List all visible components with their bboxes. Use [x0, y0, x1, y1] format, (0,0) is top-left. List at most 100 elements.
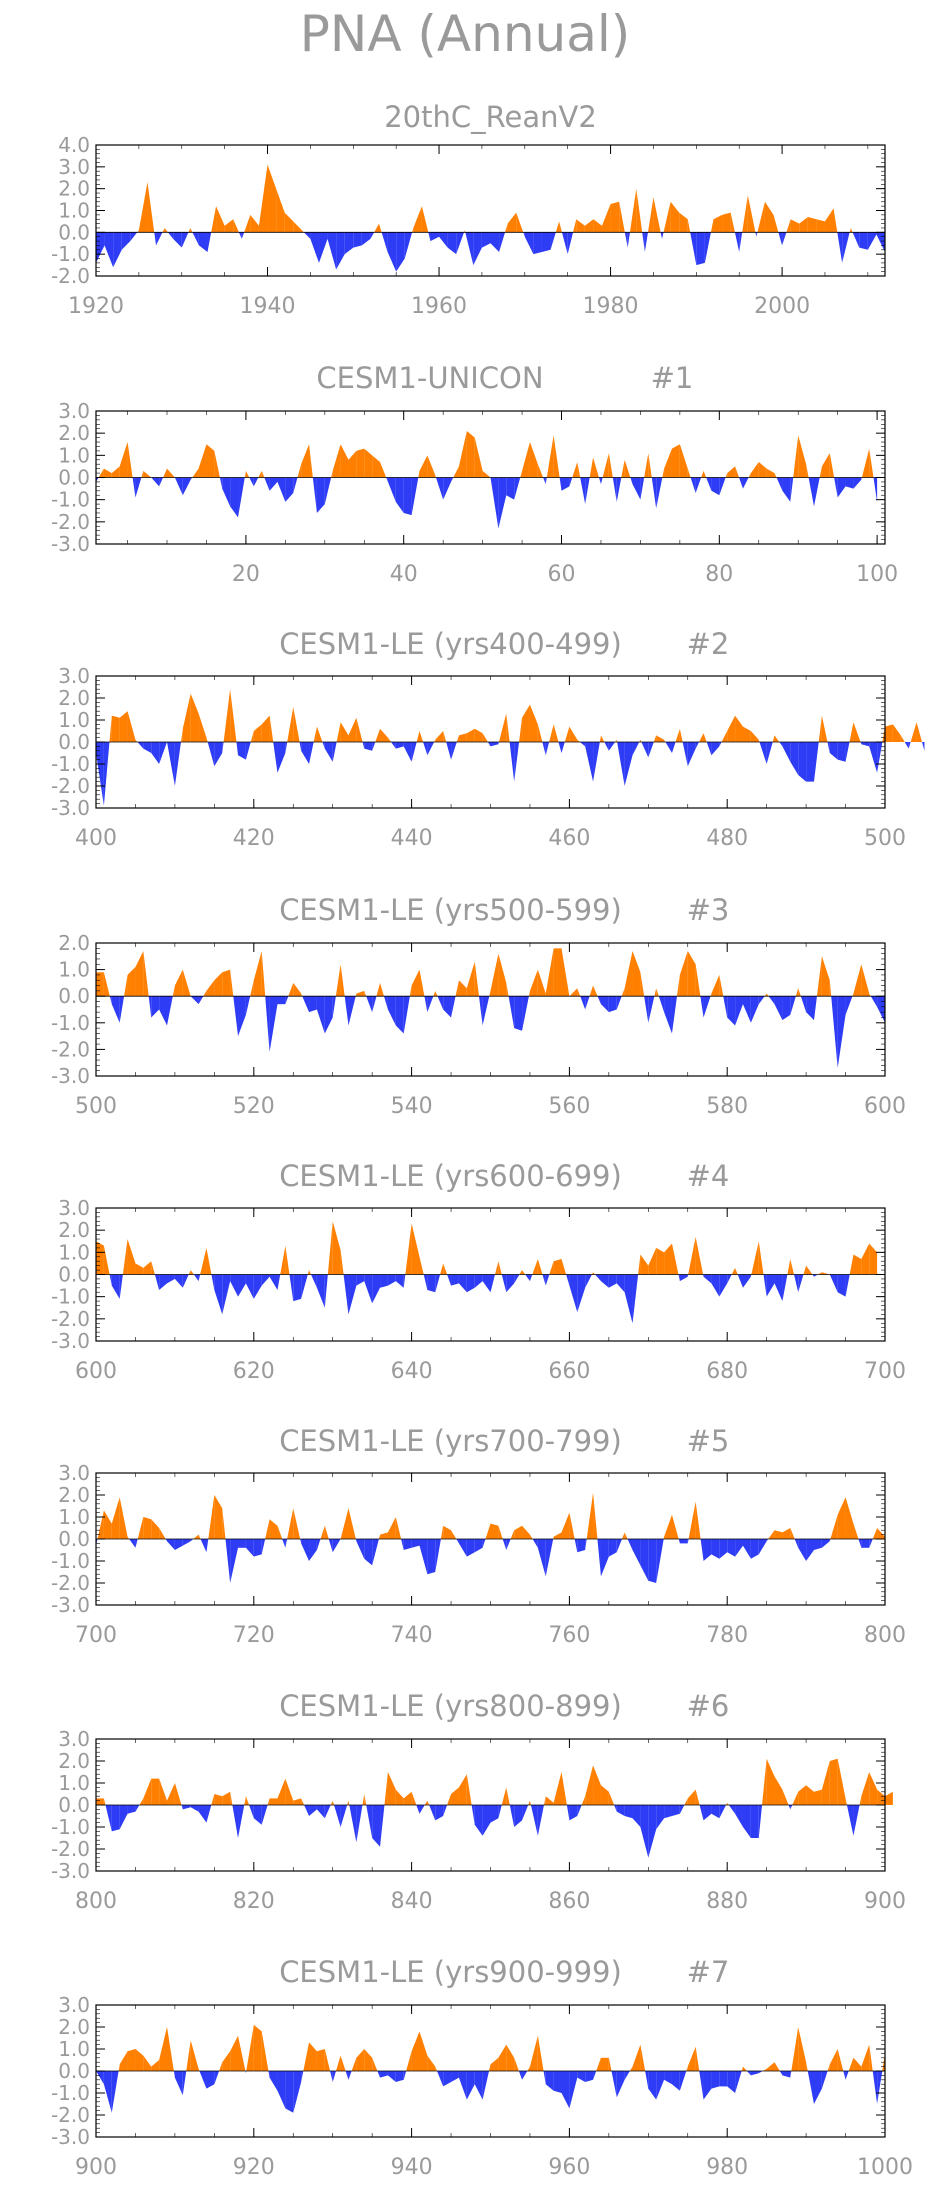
area-segment — [553, 2071, 562, 2093]
area-segment — [214, 2071, 220, 2085]
area-segment — [703, 1274, 712, 1284]
area-segment — [800, 996, 807, 1013]
area-segment — [624, 1805, 633, 1819]
x-tick-label: 480 — [706, 826, 748, 851]
area-segment — [616, 1539, 622, 1553]
area-segment — [703, 996, 711, 1018]
area-segment — [165, 1539, 168, 1542]
area-segment — [340, 1250, 344, 1275]
y-tick-label: 2.0 — [58, 2015, 90, 2039]
panel-2: CESM1-LE (yrs400-499) #2 -3.0-2.0-1.00.01.… — [51, 627, 925, 851]
area-segment — [181, 1805, 183, 1810]
area-segment — [289, 1274, 294, 1302]
area-segment — [230, 1274, 239, 1297]
area-segment — [348, 2071, 352, 2080]
area-segment — [790, 742, 799, 775]
area-segment — [395, 742, 404, 749]
area-segment — [332, 2071, 336, 2082]
area-segment — [644, 996, 649, 1023]
area-segment — [600, 1785, 609, 1805]
area-segment — [349, 1805, 357, 1843]
area-segment — [135, 1805, 140, 1812]
area-segment — [687, 950, 696, 997]
area-segment — [182, 477, 191, 496]
area-segment — [612, 477, 617, 502]
area-segment — [798, 742, 807, 782]
area-segment — [600, 1539, 609, 1577]
area-segment — [301, 1798, 305, 1805]
area-segment — [164, 227, 169, 233]
area-segment — [509, 742, 515, 782]
area-segment — [419, 969, 425, 997]
area-segment — [624, 459, 631, 478]
area-segment — [529, 969, 538, 997]
area-segment — [103, 2071, 112, 2113]
area-segment — [525, 1274, 530, 1282]
area-segment — [695, 2046, 700, 2071]
area-segment — [447, 1274, 452, 1286]
area-segment — [151, 477, 160, 487]
area-segment — [269, 996, 278, 1053]
area-segment — [727, 996, 736, 1026]
x-tick-label: 820 — [233, 1889, 275, 1914]
x-tick-label: 100 — [856, 562, 898, 587]
area-segment — [122, 1239, 128, 1275]
area-segment — [600, 996, 609, 1013]
area-segment — [250, 731, 254, 742]
area-segment — [514, 477, 521, 500]
area-segment — [490, 2057, 499, 2071]
area-segment — [704, 232, 711, 263]
area-segment — [640, 739, 642, 742]
area-segment — [710, 993, 712, 997]
area-segment — [96, 1798, 104, 1805]
area-segment — [703, 1539, 712, 1561]
panel-title: CESM1-LE (yrs400-499) — [279, 627, 622, 661]
area-segment — [827, 742, 830, 753]
area-segment — [465, 232, 474, 266]
area-segment — [589, 985, 594, 997]
area-segment — [679, 1539, 688, 1544]
area-segment — [845, 1274, 850, 1297]
area-segment — [362, 1794, 365, 1805]
area-segment — [611, 2071, 617, 2098]
area-segment — [624, 742, 633, 786]
area-segment — [837, 742, 846, 762]
area-segment — [509, 1805, 515, 1827]
area-segment — [303, 2042, 310, 2071]
area-segment — [569, 1512, 575, 1539]
area-segment — [872, 1528, 878, 1539]
area-segment — [222, 969, 231, 997]
area-segment — [403, 1274, 406, 1288]
area-segment — [529, 704, 538, 742]
area-segment — [238, 1805, 245, 1838]
x-tick-label: 680 — [706, 1359, 748, 1384]
area-segment — [353, 232, 362, 248]
area-segment — [719, 974, 724, 997]
area-segment — [403, 996, 410, 1034]
area-segment — [356, 990, 365, 997]
area-segment — [837, 2049, 844, 2071]
area-segment — [466, 961, 475, 997]
panel-0: 20thC_ReanV2 -2.0-1.00.01.02.03.04.0 1920 1… — [51, 100, 886, 319]
area-segment — [699, 733, 704, 742]
x-tick-label: 2000 — [754, 294, 810, 319]
area-segment — [458, 1774, 467, 1805]
area-segment — [451, 477, 454, 482]
area-segment — [328, 1539, 333, 1553]
area-segment — [96, 2071, 104, 2085]
area-segment — [849, 227, 851, 233]
area-segment — [853, 2057, 862, 2071]
area-segment — [746, 2071, 751, 2076]
area-segment — [706, 477, 712, 491]
area-segment — [182, 1274, 189, 1288]
area-segment — [309, 742, 314, 764]
area-segment — [214, 1274, 223, 1315]
area-segment — [514, 1805, 523, 1827]
area-segment — [300, 1539, 302, 1544]
area-segment — [806, 742, 814, 782]
area-segment — [167, 996, 173, 1026]
y-tick-label: 0.0 — [58, 2059, 90, 2083]
area-segment — [192, 232, 199, 246]
area-segment — [758, 1539, 767, 1555]
figure-title: PNA (Annual) — [300, 5, 630, 63]
